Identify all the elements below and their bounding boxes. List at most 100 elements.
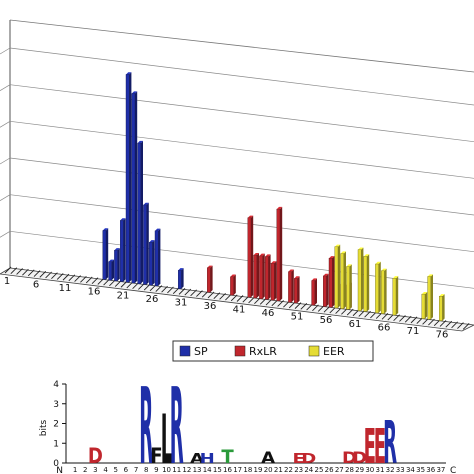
bar-side [332, 256, 335, 308]
bar-rxlr [247, 215, 254, 298]
bar-front [108, 261, 112, 281]
logo-y-tick-label: 3 [53, 400, 59, 410]
floor-tick [207, 291, 215, 299]
bar-top [340, 251, 346, 254]
bar-layer [102, 72, 445, 321]
bar-top [259, 253, 265, 256]
bar-top [381, 268, 387, 271]
bar-side [367, 254, 370, 312]
logo-c-terminus: C [450, 466, 456, 474]
legend-label-eer: EER [323, 345, 345, 358]
bar-sp [119, 218, 126, 282]
floor-tick [277, 300, 284, 307]
x-tick-label: 16 [88, 287, 101, 298]
bar-side [291, 269, 294, 303]
bar-rxlr [270, 261, 277, 301]
bar-side [210, 265, 213, 293]
bar-front [421, 293, 426, 319]
bar-front [427, 276, 432, 320]
bar-top [439, 294, 445, 297]
chart-floor [0, 266, 474, 332]
logo-position-label: 9 [154, 466, 158, 474]
x-tick-label: 56 [320, 315, 333, 326]
bar-sp [131, 91, 138, 284]
bar-side [135, 91, 138, 283]
bar-top [247, 215, 254, 218]
grid-side [0, 121, 11, 128]
bar-front [143, 204, 147, 285]
logo-position-label: 5 [113, 466, 117, 474]
logo-position-label: 10 [162, 466, 171, 474]
gridline [9, 84, 474, 143]
x-tick-label: 41 [233, 305, 246, 316]
bar-top [358, 247, 364, 250]
bar-front [177, 270, 182, 289]
logo-letter: E [292, 450, 304, 466]
floor-tick [219, 293, 226, 300]
floor-tick [294, 302, 302, 309]
floor-tick [74, 275, 81, 282]
bar-side [233, 274, 236, 296]
bar-front [288, 271, 292, 303]
logo-letter: H [200, 450, 215, 466]
logo-letter: D [352, 449, 367, 468]
floor-tick [178, 288, 186, 295]
bar-front [102, 230, 107, 280]
bar-top [143, 202, 149, 205]
logo-y-tick-label: 2 [53, 420, 59, 430]
bar-side [326, 273, 329, 307]
bar-top [230, 274, 236, 277]
x-tick-label: 51 [291, 312, 304, 323]
x-tick-label: 26 [146, 294, 159, 305]
floor-tick [33, 270, 41, 277]
floor-tick [428, 318, 435, 326]
bar-front [154, 230, 159, 287]
gridline [9, 194, 474, 253]
bar-front [323, 275, 327, 307]
gridline [9, 47, 474, 106]
bar-front [114, 250, 118, 282]
floor-tick [68, 274, 76, 282]
bar-front [270, 263, 275, 301]
logo-letter: E [364, 418, 376, 474]
grid-side [0, 47, 11, 55]
logo-letter: T [221, 447, 234, 468]
bar-side [262, 253, 265, 299]
bar-front [119, 220, 124, 282]
bar-rxlr [253, 252, 259, 299]
bar-top [253, 252, 259, 256]
bar-eer [357, 247, 364, 311]
bar-top [149, 240, 155, 243]
logo-position-label: 16 [223, 466, 232, 474]
logo-position-label: 32 [386, 466, 395, 474]
legend-label-sp: SP [194, 345, 208, 358]
bar-eer [421, 291, 428, 319]
bar-front [311, 280, 316, 306]
bar-top [288, 269, 294, 272]
bar-front [137, 142, 142, 284]
bar-rxlr [259, 253, 265, 299]
bar-rxlr [328, 256, 335, 308]
floor-tick [236, 295, 244, 302]
bar-sp [143, 202, 149, 285]
x-tick-label: 76 [436, 329, 449, 340]
logo-y-label: bits [39, 419, 49, 436]
floor-tick [364, 310, 371, 318]
bar-top [108, 259, 114, 262]
bar-eer [340, 251, 346, 309]
floor-tick [300, 303, 308, 310]
logo-position-label: 21 [274, 466, 283, 474]
floor-tick [167, 286, 174, 294]
bar-front [148, 242, 153, 286]
logo-letter: R [383, 409, 397, 474]
logo-position-label: 30 [365, 466, 374, 474]
bar-eer [375, 261, 381, 314]
bar-side [425, 291, 428, 319]
logo-position-label: 8 [144, 466, 148, 474]
bar-top [102, 228, 109, 231]
floor-tick [22, 268, 29, 276]
bar-front [340, 253, 345, 309]
logo-n-terminus: N [56, 466, 63, 474]
floor-tick [51, 272, 58, 280]
bar-side [129, 72, 132, 283]
